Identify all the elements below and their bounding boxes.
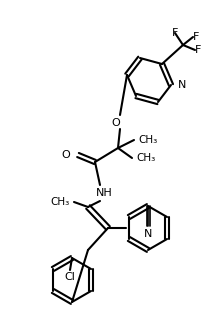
- Text: NH: NH: [96, 188, 112, 198]
- Text: O: O: [61, 150, 70, 160]
- Text: F: F: [193, 32, 199, 42]
- Text: CH₃: CH₃: [138, 135, 157, 145]
- Text: CH₃: CH₃: [51, 197, 70, 207]
- Text: N: N: [178, 80, 186, 90]
- Text: F: F: [195, 45, 201, 55]
- Text: N: N: [144, 229, 152, 239]
- Text: CH₃: CH₃: [136, 153, 155, 163]
- Text: O: O: [112, 118, 120, 128]
- Text: F: F: [172, 28, 178, 38]
- Text: Cl: Cl: [65, 272, 75, 282]
